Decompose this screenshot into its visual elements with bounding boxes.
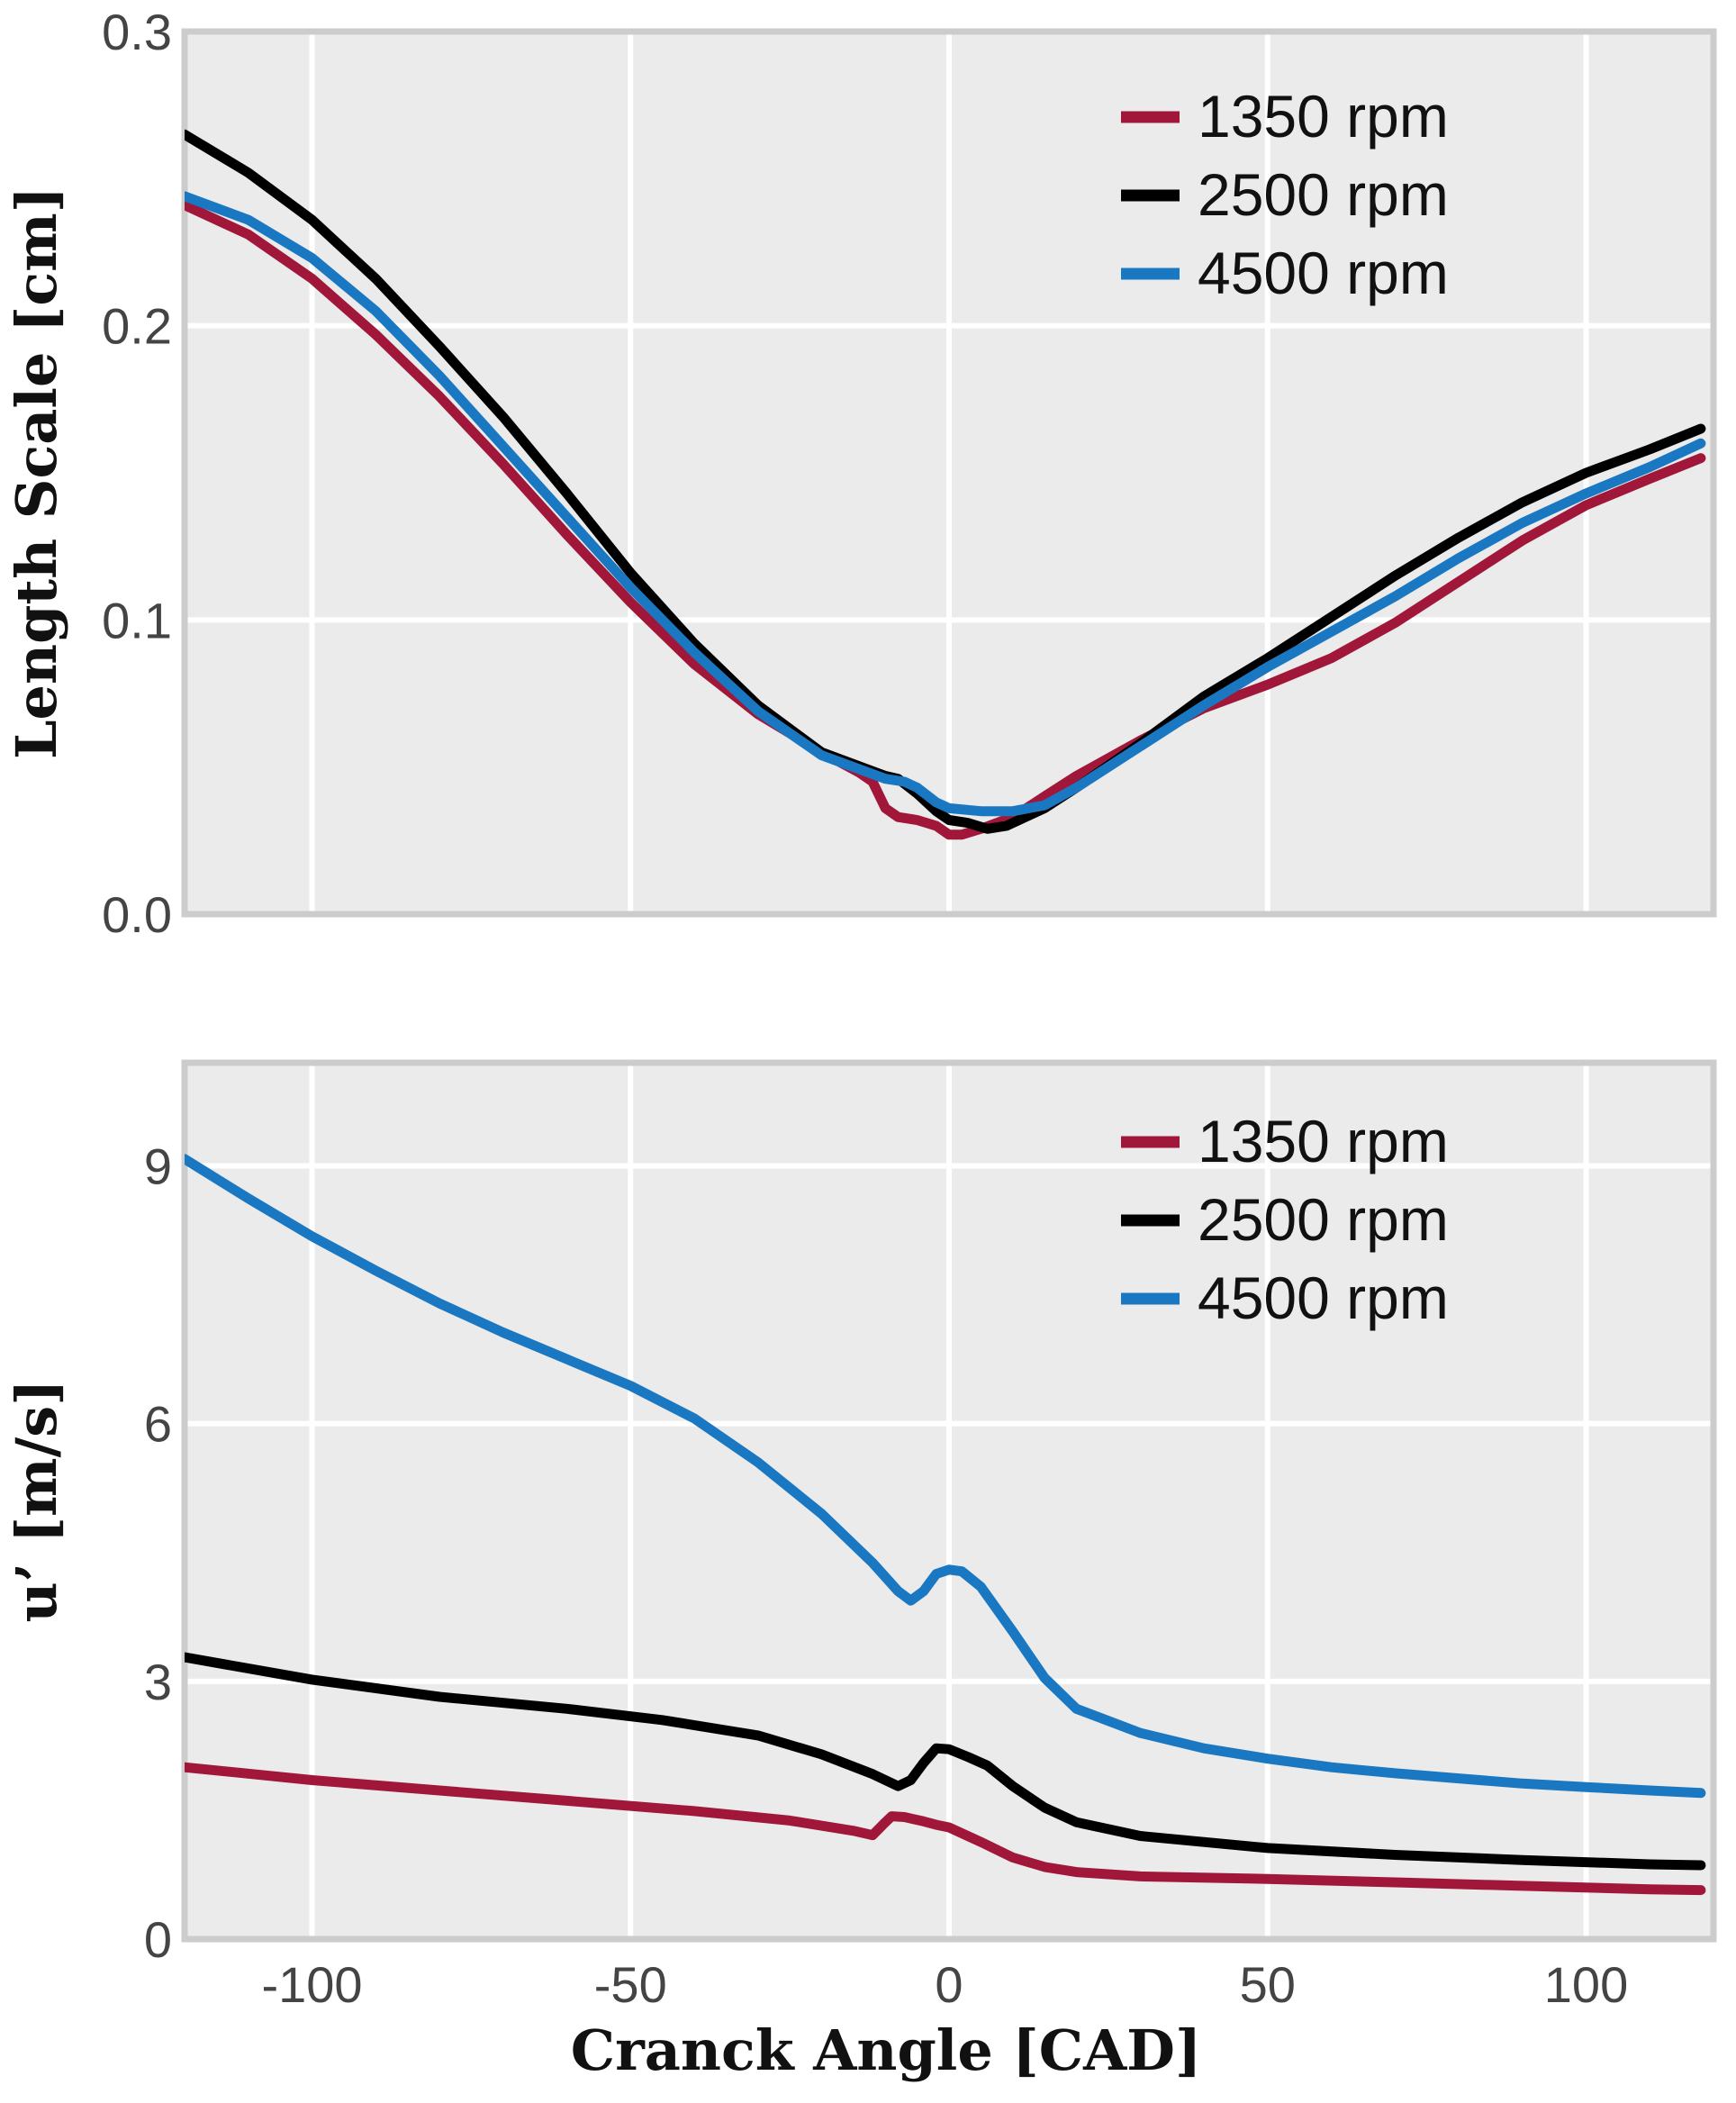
top-series-line-2500-rpm xyxy=(185,129,1706,834)
bottom-xlabel: Cranck Angle [CAD] xyxy=(571,2017,1202,2083)
bottom-ytick-label: 0 xyxy=(144,1911,172,1968)
bottom-legend-label: 2500 rpm xyxy=(1198,1186,1449,1253)
bottom-xtick-label: 100 xyxy=(1544,1956,1628,2013)
top-ytick-label: 0.3 xyxy=(102,4,172,60)
bottom-xtick-label: -50 xyxy=(594,1956,667,2013)
bottom-ytick-label: 9 xyxy=(144,1138,172,1194)
top-legend: 1350 rpm 2500 rpm 4500 rpm xyxy=(1121,83,1449,306)
bottom-panel: 0 3 6 9 -100 -50 0 50 100 u’ [m/s] Cranck Angle [C… xyxy=(4,1059,1717,2083)
bottom-ylabel: u’ [m/s] xyxy=(4,1379,69,1622)
top-plot-frame xyxy=(181,28,1717,918)
bottom-series-line-4500-rpm xyxy=(185,1154,1706,1799)
bottom-xtick-label: 0 xyxy=(935,1956,963,2013)
top-ytick-label: 0.0 xyxy=(102,886,172,943)
top-ytick-label: 0.1 xyxy=(102,592,172,648)
bottom-xtick-label: -100 xyxy=(261,1956,362,2013)
bottom-series-line-2500-rpm xyxy=(185,1652,1706,1871)
top-panel: 0.0 0.1 0.2 0.3 Length Scale [cm] 1350 rpm 250… xyxy=(4,4,1717,943)
top-series-line-1350-rpm xyxy=(185,200,1706,840)
top-legend-label: 2500 rpm xyxy=(1198,161,1449,228)
bottom-legend-label: 1350 rpm xyxy=(1198,1108,1449,1174)
bottom-ytick-label: 6 xyxy=(144,1396,172,1453)
top-ytick-label: 0.2 xyxy=(102,298,172,355)
top-ylabel: Length Scale [cm] xyxy=(4,186,69,759)
top-series-line-4500-rpm xyxy=(185,191,1706,817)
bottom-legend: 1350 rpm 2500 rpm 4500 rpm xyxy=(1121,1108,1449,1331)
top-legend-label: 4500 rpm xyxy=(1198,240,1449,306)
top-legend-label: 1350 rpm xyxy=(1198,83,1449,150)
bottom-xtick-label: 50 xyxy=(1240,1956,1296,2013)
bottom-ytick-label: 3 xyxy=(144,1654,172,1710)
bottom-series-line-1350-rpm xyxy=(185,1762,1706,1896)
bottom-plot-frame xyxy=(181,1059,1717,1943)
bottom-legend-label: 4500 rpm xyxy=(1198,1265,1449,1331)
